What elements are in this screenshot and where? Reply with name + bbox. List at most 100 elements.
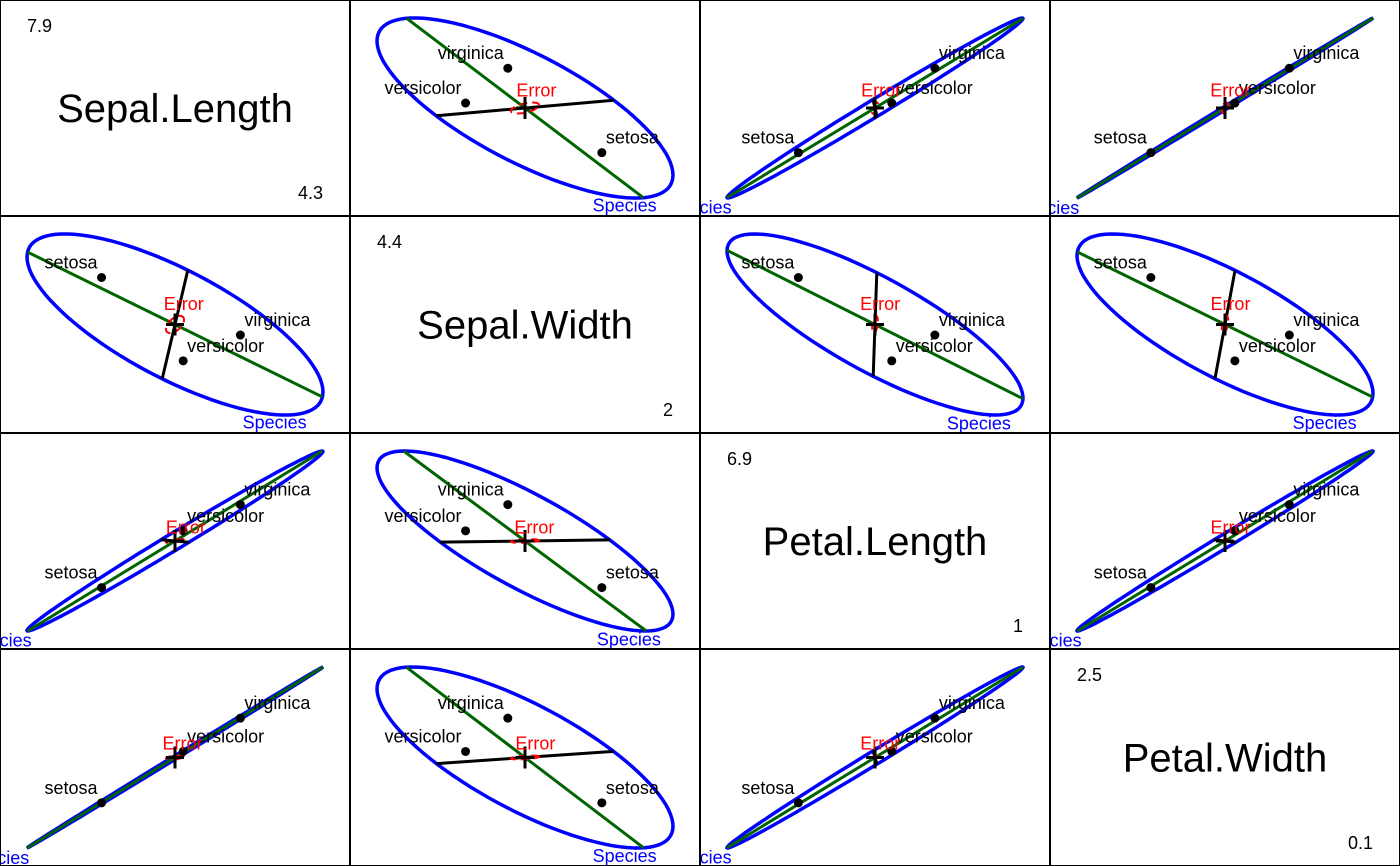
group-mean-label: setosa <box>45 563 99 583</box>
variable-max-label: 7.9 <box>27 16 52 36</box>
panel-Sepal.Width-Petal.Width: setosa versicolor virginica Error Species <box>1075 232 1375 433</box>
group-mean-point-virginica <box>503 713 513 723</box>
group-mean-point-virginica <box>503 63 513 73</box>
hypothesis-ellipse-label: Species <box>593 196 657 216</box>
hypothesis-ellipse-label: Species <box>243 413 307 433</box>
hypothesis-ellipse-label: Species <box>0 631 32 651</box>
hypothesis-ellipse-label: Species <box>1015 198 1079 218</box>
error-ellipse-label: Error <box>860 294 900 314</box>
panel-Sepal.Width-Sepal.Width: Sepal.Width 4.4 2 <box>377 232 673 420</box>
error-ellipse <box>165 314 185 335</box>
group-mean-label: setosa <box>1094 128 1148 148</box>
panel-Petal.Length-Sepal.Width: setosa versicolor virginica Error Species <box>375 449 675 650</box>
group-mean-point-setosa <box>597 798 607 808</box>
error-ellipse <box>1220 314 1230 335</box>
group-mean-label: virginica <box>438 43 505 63</box>
error-ellipse <box>509 101 541 115</box>
variable-name-label: Petal.Length <box>763 520 988 564</box>
group-mean-label: virginica <box>1293 310 1360 330</box>
error-ellipse-label: Error <box>1210 294 1250 314</box>
error-ellipse-label: Error <box>166 517 206 537</box>
group-mean-point-virginica <box>1284 330 1294 340</box>
hypothesis-ellipse-label: Species <box>597 630 661 650</box>
group-mean-label: versicolor <box>896 336 973 356</box>
group-mean-label: setosa <box>45 778 99 798</box>
group-mean-point-virginica <box>1284 63 1294 73</box>
hypothesis-ellipse <box>375 449 675 633</box>
group-mean-label: virginica <box>939 310 1006 330</box>
group-mean-label: virginica <box>939 43 1006 63</box>
group-mean-label: setosa <box>741 128 795 148</box>
panel-Petal.Width-Sepal.Length: setosa versicolor virginica Error Species <box>0 665 325 866</box>
panel-Petal.Length-Petal.Length: Petal.Length 6.9 1 <box>727 449 1023 636</box>
panel-Petal.Width-Petal.Width: Petal.Width 2.5 0.1 <box>1077 665 1373 853</box>
hypothesis-ellipse <box>375 665 675 850</box>
group-mean-point-virginica <box>930 330 940 340</box>
variable-name-label: Sepal.Width <box>417 304 633 348</box>
error-ellipse <box>1220 101 1230 115</box>
group-mean-label: versicolor <box>385 506 462 526</box>
group-mean-label: setosa <box>45 252 99 272</box>
hypothesis-ellipse-label: Species <box>947 414 1011 434</box>
group-mean-point-versicolor <box>887 746 897 756</box>
group-mean-label: versicolor <box>385 78 462 98</box>
variable-max-label: 6.9 <box>727 449 752 469</box>
group-mean-point-setosa <box>1146 273 1156 283</box>
panel-Petal.Width-Petal.Length: setosa versicolor virginica Error Species <box>668 665 1026 866</box>
hypothesis-ellipse <box>375 16 675 200</box>
group-mean-point-versicolor <box>1230 98 1240 108</box>
variable-name-label: Petal.Width <box>1123 737 1328 781</box>
hypothesis-ellipse-label: Species <box>593 846 657 866</box>
panel-Petal.Length-Sepal.Length: setosa versicolor virginica Error Species <box>0 449 325 651</box>
variable-max-label: 4.4 <box>377 232 402 252</box>
panel-Sepal.Width-Sepal.Length: setosa versicolor virginica Error Species <box>25 232 325 433</box>
variable-min-label: 2 <box>663 400 673 420</box>
hypothesis-ellipse-label: Species <box>668 848 732 866</box>
group-mean-label: virginica <box>244 480 311 500</box>
group-mean-point-setosa <box>793 798 803 808</box>
group-mean-label: setosa <box>606 778 660 798</box>
error-ellipse-label: Error <box>515 734 555 754</box>
group-mean-label: versicolor <box>1239 506 1316 526</box>
group-mean-label: setosa <box>741 253 795 273</box>
group-mean-label: virginica <box>438 693 505 713</box>
group-mean-label: versicolor <box>187 336 264 356</box>
group-mean-label: versicolor <box>896 726 973 746</box>
panel-Petal.Length-Petal.Width: setosa versicolor virginica Error Species <box>1018 449 1376 651</box>
group-mean-point-versicolor <box>887 356 897 366</box>
hypothesis-ellipse-label: Species <box>1018 631 1082 651</box>
group-mean-point-virginica <box>235 713 245 723</box>
variable-min-label: 0.1 <box>1348 833 1373 853</box>
group-mean-point-versicolor <box>461 98 471 108</box>
error-ellipse-label: Error <box>514 517 554 537</box>
error-ellipse-label: Error <box>1210 517 1250 537</box>
group-mean-point-setosa <box>1146 148 1156 158</box>
group-mean-point-setosa <box>97 798 107 808</box>
group-mean-label: virginica <box>244 310 311 330</box>
group-mean-point-setosa <box>97 583 107 593</box>
group-mean-point-virginica <box>235 330 245 340</box>
group-mean-label: versicolor <box>385 726 462 746</box>
error-ellipse-label: Error <box>164 294 204 314</box>
group-mean-point-versicolor <box>178 746 188 756</box>
group-mean-label: virginica <box>1293 43 1360 63</box>
group-mean-label: versicolor <box>1239 336 1316 356</box>
hypothesis-ellipse-label: Species <box>1293 413 1357 433</box>
error-ellipse-label: Error <box>516 81 556 101</box>
error-ellipse <box>509 538 541 544</box>
group-mean-label: versicolor <box>1239 78 1316 98</box>
group-mean-label: virginica <box>1293 480 1360 500</box>
group-mean-point-setosa <box>597 148 607 158</box>
group-mean-point-virginica <box>930 63 940 73</box>
group-mean-label: versicolor <box>896 78 973 98</box>
hypothesis-ellipse <box>1074 449 1376 633</box>
hypothesis-ellipse <box>1075 232 1375 417</box>
variable-max-label: 2.5 <box>1077 665 1102 685</box>
variable-name-label: Sepal.Length <box>57 87 293 131</box>
panel-Sepal.Length-Sepal.Width: setosa versicolor virginica Error Species <box>375 16 675 216</box>
group-mean-point-setosa <box>793 148 803 158</box>
group-mean-label: setosa <box>1094 563 1148 583</box>
group-mean-point-versicolor <box>887 98 897 108</box>
error-ellipse-label: Error <box>860 734 900 754</box>
